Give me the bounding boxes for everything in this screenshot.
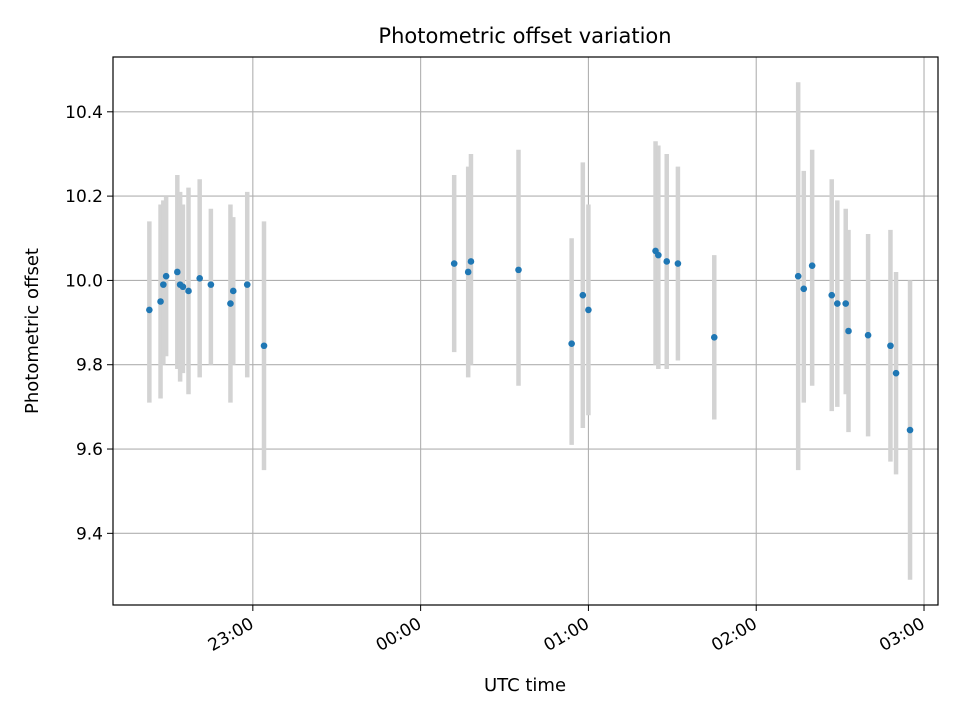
data-point bbox=[800, 285, 808, 293]
data-point bbox=[834, 300, 841, 307]
data-point bbox=[568, 340, 575, 347]
data-point bbox=[243, 281, 251, 288]
y-tick-label: 9.8 bbox=[76, 356, 103, 376]
x-tick-label: 01:00 bbox=[540, 614, 592, 656]
data-point bbox=[579, 291, 587, 299]
data-point bbox=[196, 275, 203, 282]
x-tick-label: 03:00 bbox=[876, 614, 928, 656]
data-point bbox=[808, 262, 816, 269]
data-point bbox=[157, 298, 164, 305]
x-axis-ticks: 23:00 00:00 01:00 02:00 03:00 bbox=[205, 605, 929, 656]
data-point bbox=[260, 342, 268, 350]
data-point bbox=[450, 260, 458, 267]
data-point bbox=[845, 327, 852, 335]
data-point bbox=[674, 260, 682, 267]
data-point bbox=[464, 268, 472, 276]
data-point bbox=[227, 300, 234, 307]
error-bars bbox=[147, 82, 913, 580]
data-point bbox=[585, 306, 592, 314]
data-point bbox=[174, 268, 181, 276]
data-point bbox=[663, 258, 671, 265]
x-tick-label: 00:00 bbox=[373, 614, 425, 656]
x-axis-label: UTC time bbox=[484, 675, 566, 696]
data-point bbox=[515, 266, 522, 274]
data-point bbox=[229, 287, 237, 295]
data-point bbox=[207, 281, 215, 288]
chart-title: Photometric offset variation bbox=[378, 24, 671, 48]
data-point bbox=[146, 306, 153, 314]
y-axis-label: Photometric offset bbox=[22, 248, 43, 414]
data-point bbox=[842, 300, 850, 307]
data-point bbox=[655, 251, 662, 259]
data-point bbox=[794, 272, 802, 280]
data-point bbox=[467, 258, 475, 265]
y-tick-label: 9.4 bbox=[76, 524, 103, 544]
y-tick-label: 10.0 bbox=[65, 271, 103, 291]
data-point bbox=[710, 334, 718, 341]
data-points bbox=[146, 247, 914, 434]
y-tick-label: 9.6 bbox=[76, 440, 103, 460]
data-point bbox=[828, 291, 836, 299]
x-tick-label: 23:00 bbox=[205, 614, 257, 656]
data-point bbox=[906, 426, 914, 434]
grid-lines bbox=[113, 57, 938, 605]
data-point bbox=[892, 369, 900, 377]
y-tick-label: 10.2 bbox=[65, 187, 103, 207]
data-point bbox=[162, 272, 170, 280]
y-tick-label: 10.4 bbox=[65, 103, 103, 123]
data-point bbox=[185, 287, 192, 295]
data-point bbox=[864, 331, 872, 339]
plot-frame bbox=[112, 56, 939, 606]
x-tick-label: 02:00 bbox=[708, 614, 760, 656]
data-point bbox=[887, 342, 894, 350]
data-point bbox=[160, 281, 167, 288]
data-point bbox=[179, 283, 187, 291]
y-axis-ticks: 9.4 9.6 9.8 10.0 10.2 10.4 bbox=[65, 103, 113, 544]
